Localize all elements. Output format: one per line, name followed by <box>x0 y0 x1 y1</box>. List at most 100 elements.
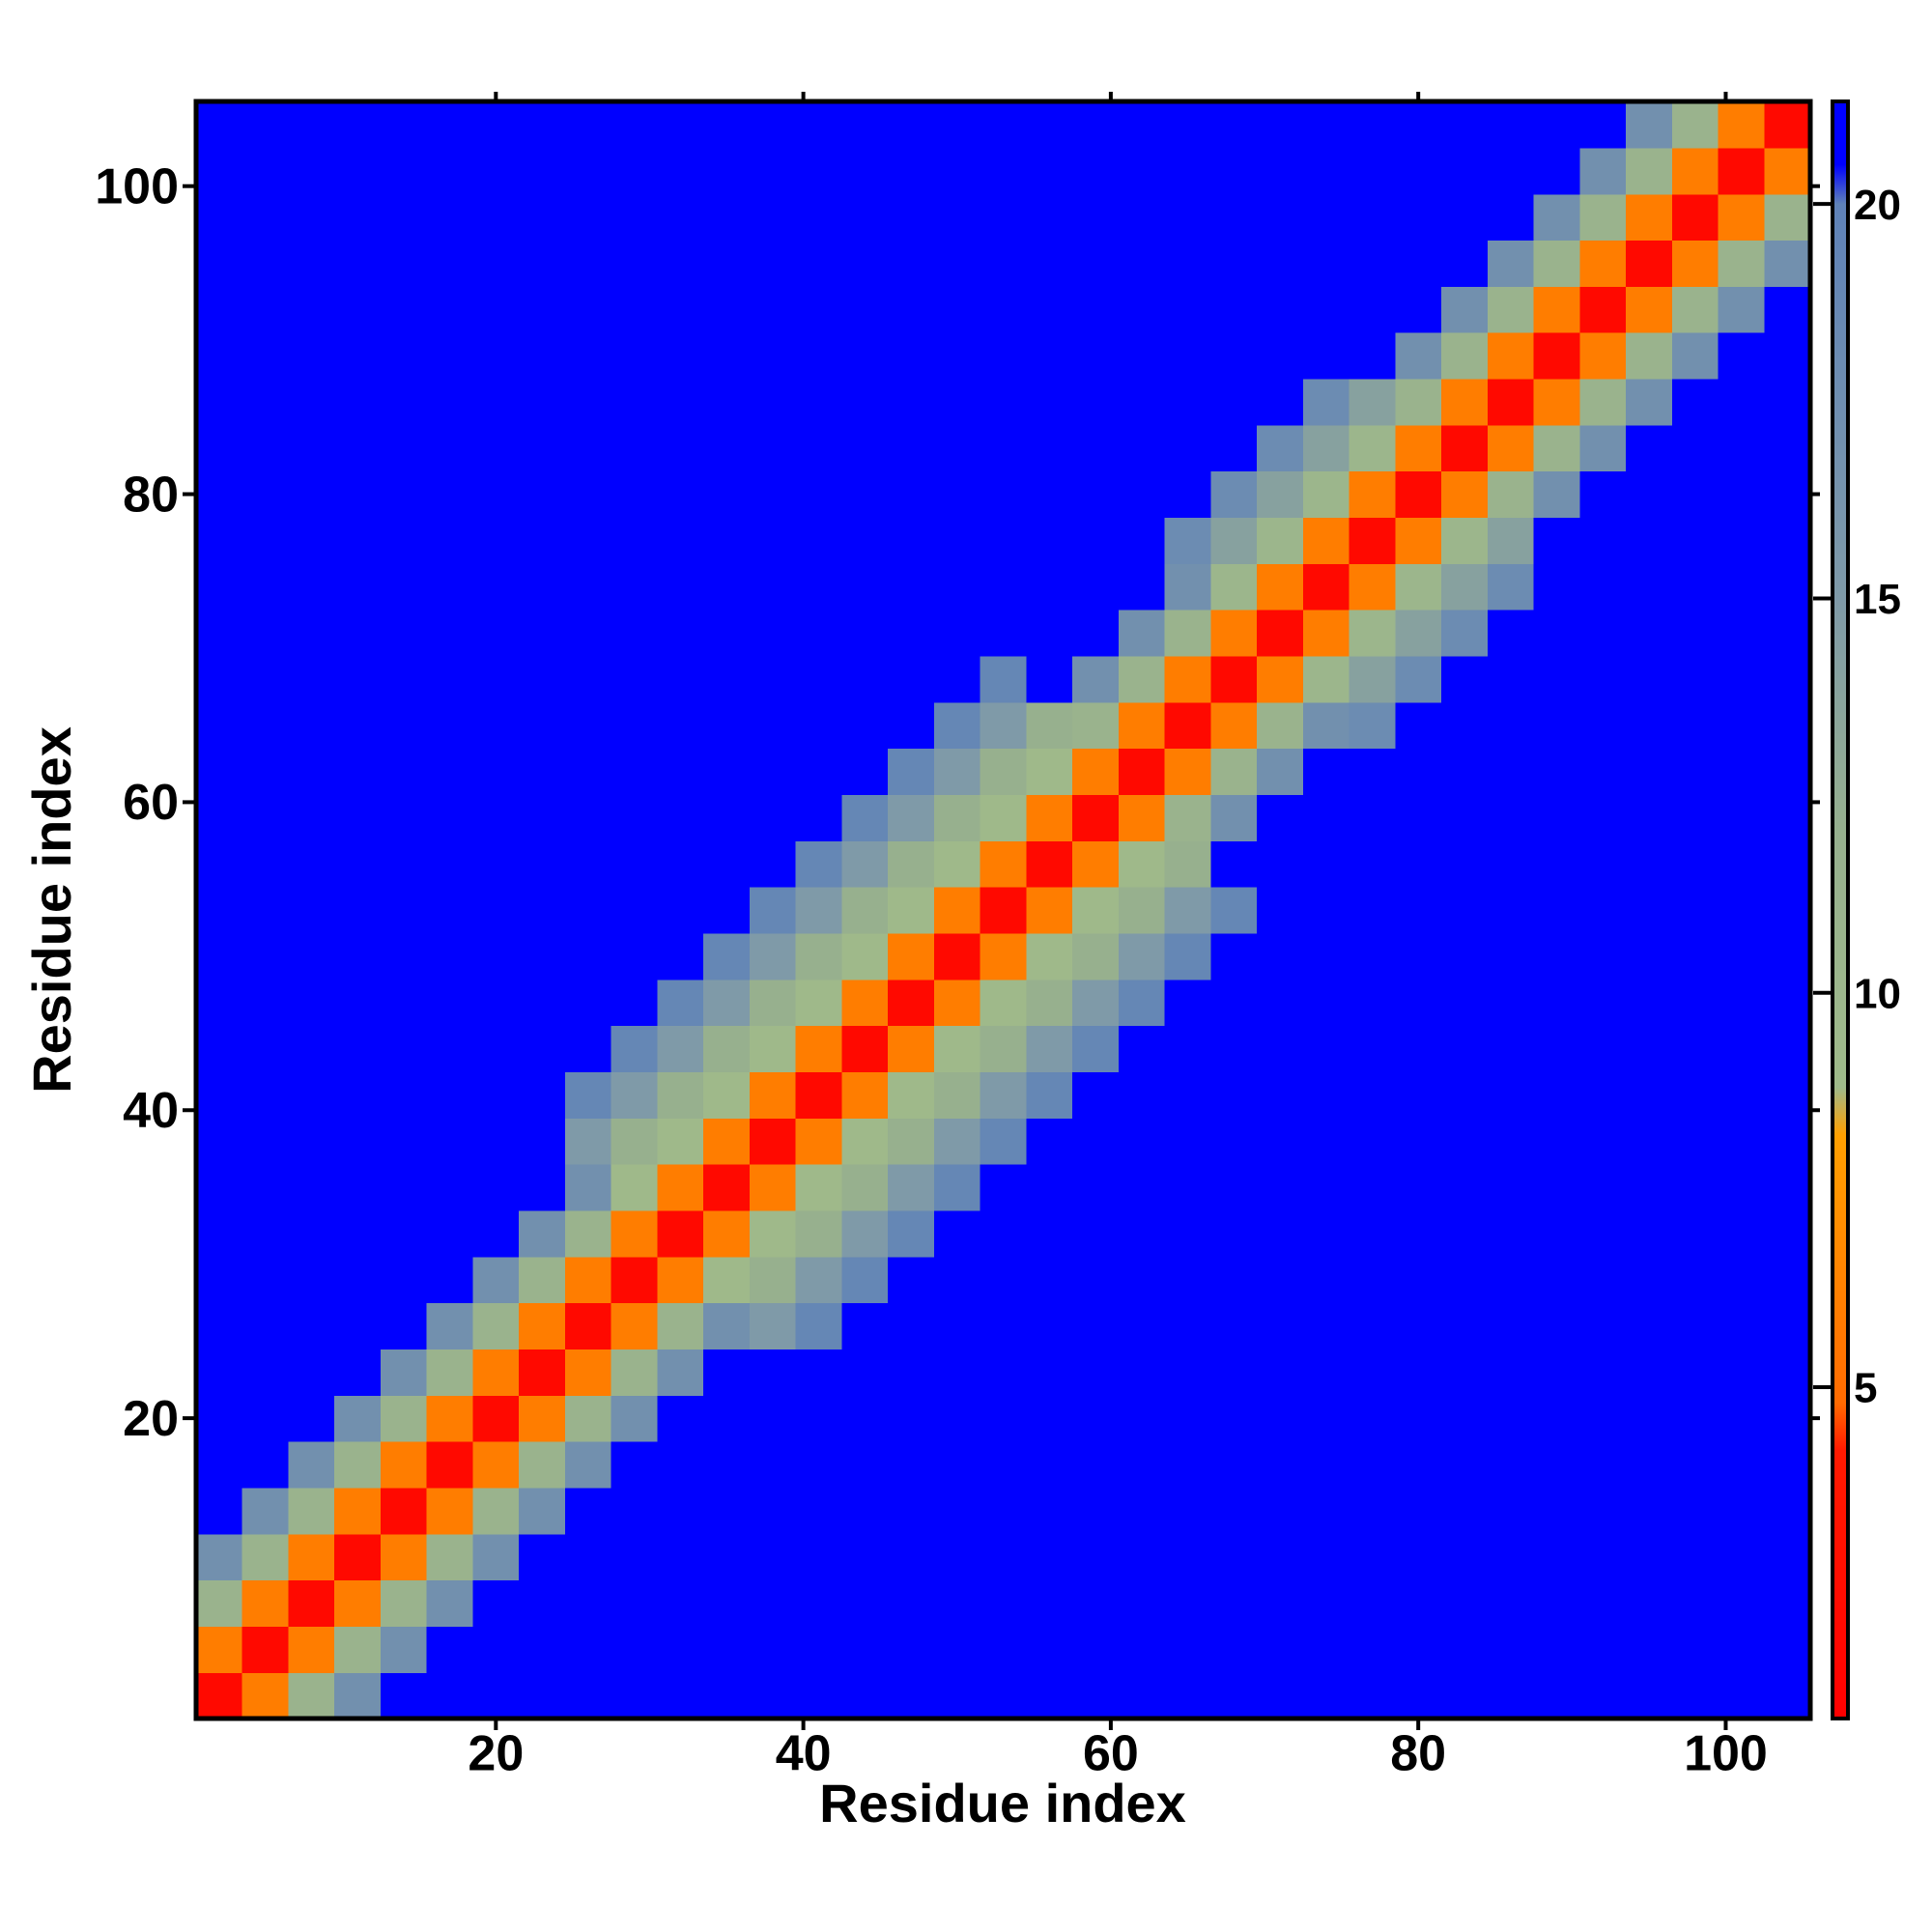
heatmap-cell <box>933 1672 981 1719</box>
heatmap-cell <box>1764 840 1811 888</box>
heatmap-cell <box>380 378 428 426</box>
heatmap-cell <box>1579 610 1627 657</box>
heatmap-cell <box>1257 1626 1304 1673</box>
heatmap-cell <box>888 1209 935 1258</box>
heatmap-cell <box>1764 332 1811 380</box>
heatmap-cell <box>1487 748 1535 796</box>
heatmap-cell <box>1671 655 1719 703</box>
heatmap-cell <box>1764 1626 1811 1673</box>
heatmap-cell <box>1257 1579 1304 1627</box>
heatmap-cell <box>749 655 797 703</box>
heatmap-cell <box>242 979 290 1027</box>
heatmap-cell <box>288 240 335 287</box>
heatmap-cell <box>1441 1256 1489 1304</box>
heatmap-cell <box>1257 470 1304 519</box>
heatmap-cell <box>1302 1302 1350 1350</box>
heatmap-cell <box>1533 563 1580 611</box>
heatmap-cell <box>1210 378 1258 426</box>
heatmap-cell <box>703 147 751 195</box>
heatmap-cell <box>933 332 981 380</box>
heatmap-cell <box>1210 1302 1258 1350</box>
heatmap-cell <box>1349 470 1396 519</box>
heatmap-cell <box>841 1164 889 1211</box>
heatmap-cell <box>1626 610 1673 657</box>
heatmap-cell <box>611 1487 659 1535</box>
heatmap-cell <box>472 1349 520 1396</box>
heatmap-cell <box>1487 979 1535 1027</box>
heatmap-cell <box>1349 1071 1396 1119</box>
heatmap-cell <box>933 1579 981 1627</box>
heatmap-cell <box>1118 240 1166 287</box>
heatmap-cell <box>1441 470 1489 519</box>
heatmap-cell <box>1579 1579 1627 1627</box>
heatmap-cell <box>1671 1025 1719 1072</box>
heatmap-cell <box>1718 979 1765 1027</box>
heatmap-cell <box>564 147 612 195</box>
heatmap-cell <box>242 932 290 980</box>
heatmap-cell <box>933 1025 981 1072</box>
heatmap-cell <box>1764 1118 1811 1165</box>
heatmap-cell <box>519 748 566 796</box>
heatmap-cell <box>1072 240 1120 287</box>
heatmap-cell <box>1487 1164 1535 1211</box>
heatmap-cell <box>1441 1626 1489 1673</box>
heatmap-cell <box>980 1487 1027 1535</box>
heatmap-cell <box>334 748 382 796</box>
heatmap-cell <box>472 655 520 703</box>
heatmap-cell <box>288 748 335 796</box>
heatmap-cell <box>1302 1533 1350 1581</box>
heatmap-cell <box>1671 1349 1719 1396</box>
heatmap-cell <box>657 193 704 242</box>
heatmap-cell <box>288 378 335 426</box>
heatmap-cell <box>1302 1349 1350 1396</box>
heatmap-cell <box>1441 701 1489 750</box>
heatmap-cell <box>1718 1302 1765 1350</box>
heatmap-cell <box>1257 701 1304 750</box>
heatmap-cell <box>611 470 659 519</box>
heatmap-cell <box>1579 887 1627 934</box>
heatmap-cell <box>426 1302 474 1350</box>
heatmap-cell <box>1533 332 1580 380</box>
heatmap-cell <box>1764 1256 1811 1304</box>
heatmap-cell <box>1441 1118 1489 1165</box>
heatmap-cell <box>380 563 428 611</box>
heatmap-cell <box>657 1579 704 1627</box>
heatmap-cell <box>703 794 751 841</box>
heatmap-cell <box>980 1349 1027 1396</box>
heatmap-cell <box>288 610 335 657</box>
heatmap-cell <box>703 610 751 657</box>
heatmap-cell <box>1671 1487 1719 1535</box>
heatmap-cell <box>1026 1441 1073 1489</box>
heatmap-cell <box>611 932 659 980</box>
heatmap-cell <box>1487 378 1535 426</box>
heatmap-cell <box>657 794 704 841</box>
heatmap-cell <box>426 424 474 472</box>
heatmap-cell <box>564 193 612 242</box>
heatmap-cell <box>288 517 335 564</box>
heatmap-cell <box>564 1533 612 1581</box>
heatmap-cell <box>1441 1487 1489 1535</box>
heatmap-cell <box>472 794 520 841</box>
heatmap-cell <box>1395 610 1442 657</box>
heatmap-cell <box>1164 1395 1211 1442</box>
heatmap-cell <box>1533 794 1580 841</box>
heatmap-cell <box>1257 1256 1304 1304</box>
heatmap-cell <box>1210 563 1258 611</box>
heatmap-cell <box>380 1672 428 1719</box>
heatmap-cell <box>980 286 1027 333</box>
heatmap-cell <box>1764 1395 1811 1442</box>
heatmap-cell <box>841 1209 889 1258</box>
heatmap-cell <box>1257 563 1304 611</box>
heatmap-cell <box>288 563 335 611</box>
heatmap-cell <box>749 563 797 611</box>
heatmap-cell <box>1026 193 1073 242</box>
heatmap-cell <box>1579 101 1627 149</box>
heatmap-cell <box>242 147 290 195</box>
heatmap-cell <box>196 1118 243 1165</box>
heatmap-cell <box>426 1118 474 1165</box>
heatmap-cell <box>1533 932 1580 980</box>
heatmap-cell <box>1026 887 1073 934</box>
heatmap-cell <box>1210 332 1258 380</box>
heatmap-cell <box>1349 240 1396 287</box>
heatmap-cell <box>1764 701 1811 750</box>
